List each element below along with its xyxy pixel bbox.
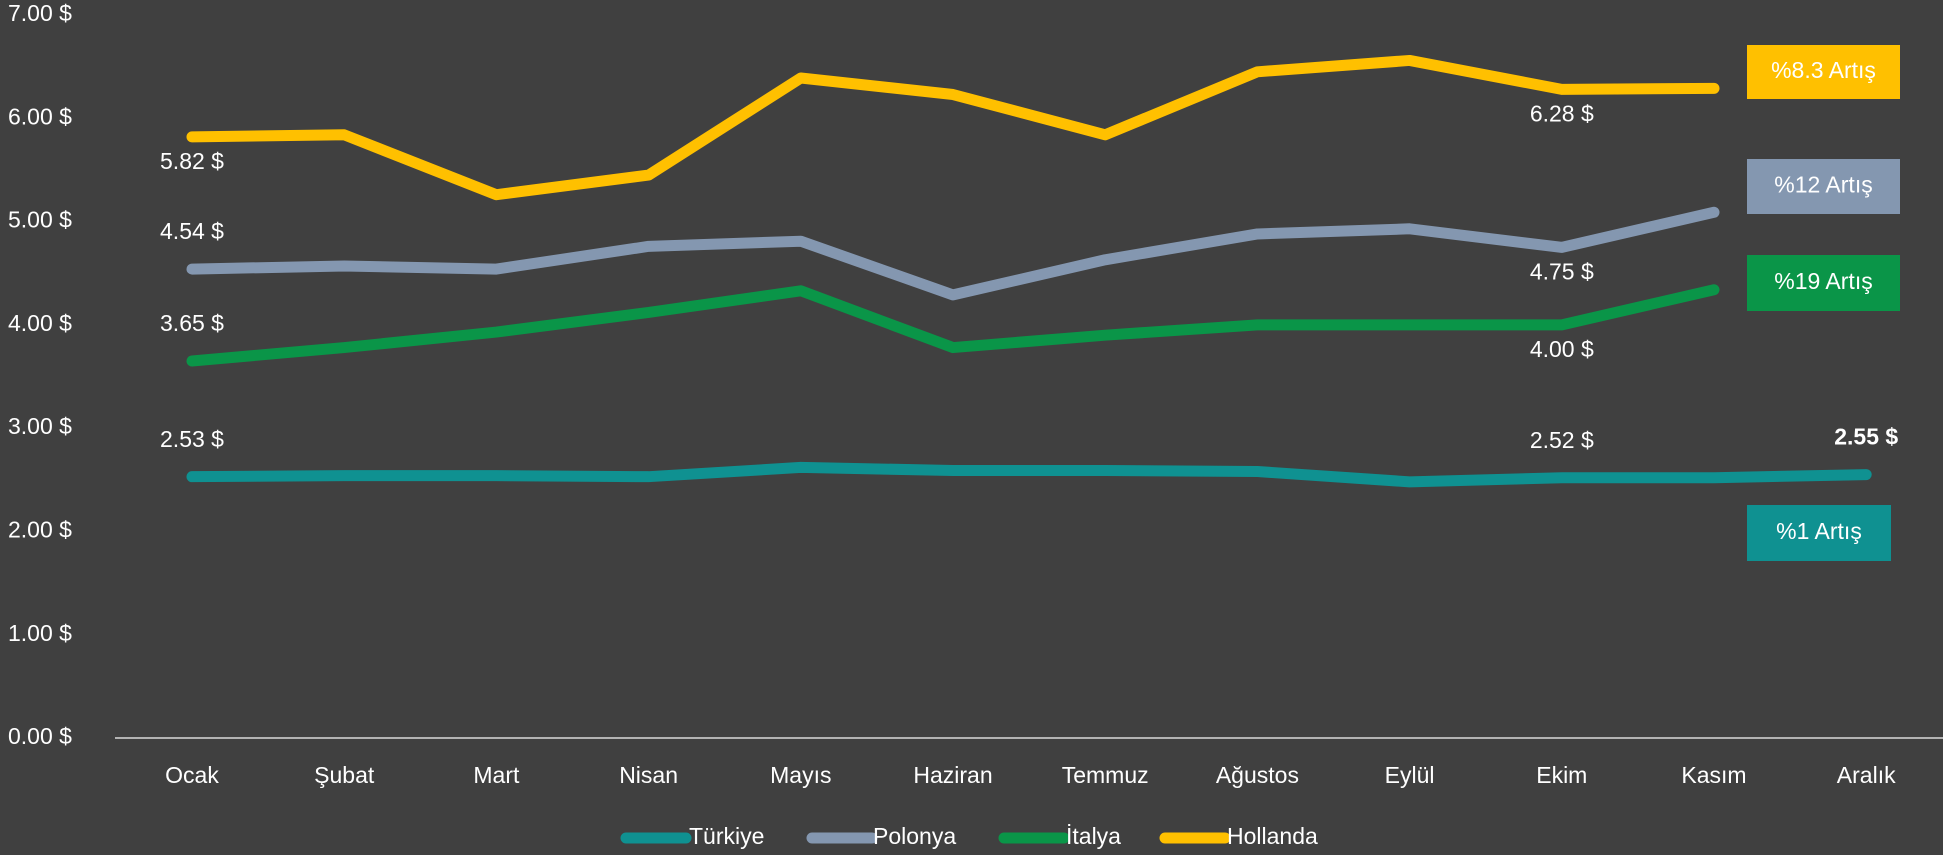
y-tick-label: 5.00 $ — [8, 207, 72, 233]
legend-label: Türkiye — [689, 823, 764, 849]
x-tick-label: Eylül — [1385, 762, 1435, 788]
series-line — [186, 206, 1720, 301]
annotation-box — [1747, 159, 1900, 214]
series-line — [186, 54, 1720, 201]
series-line — [186, 284, 1720, 367]
annotation-text: %1 Artış — [1776, 518, 1862, 544]
annotation-text: %19 Artış — [1774, 268, 1872, 294]
y-tick-label: 7.00 $ — [8, 0, 72, 26]
data-label: 2.53 $ — [160, 426, 224, 452]
x-tick-label: Kasım — [1681, 762, 1746, 788]
x-tick-label: Aralık — [1837, 762, 1896, 788]
annotation-box — [1747, 255, 1900, 311]
legend-label: Hollanda — [1227, 823, 1318, 849]
annotation-text: %12 Artış — [1774, 172, 1872, 198]
x-tick-label: Haziran — [913, 762, 992, 788]
data-label: 2.52 $ — [1530, 427, 1594, 453]
y-tick-label: 2.00 $ — [8, 517, 72, 543]
data-label: 6.28 $ — [1530, 100, 1594, 126]
data-label: 4.54 $ — [160, 218, 224, 244]
data-label: 2.55 $ — [1834, 424, 1898, 450]
x-tick-label: Ekim — [1536, 762, 1587, 788]
data-label: 4.75 $ — [1530, 258, 1594, 284]
data-label: 5.82 $ — [160, 148, 224, 174]
y-tick-label: 6.00 $ — [8, 103, 72, 129]
data-label: 4.00 $ — [1530, 336, 1594, 362]
x-tick-label: Mayıs — [770, 762, 831, 788]
x-tick-label: Ocak — [165, 762, 219, 788]
x-tick-label: Şubat — [314, 762, 375, 788]
x-tick-label: Ağustos — [1216, 762, 1299, 788]
annotation-box — [1747, 45, 1900, 99]
annotation-box — [1747, 505, 1891, 561]
x-tick-label: Temmuz — [1062, 762, 1149, 788]
y-tick-label: 4.00 $ — [8, 310, 72, 336]
legend-label: İtalya — [1066, 823, 1121, 849]
series-line — [186, 461, 1872, 488]
legend-label: Polonya — [873, 823, 956, 849]
x-tick-label: Nisan — [619, 762, 678, 788]
x-tick-label: Mart — [473, 762, 520, 788]
data-label: 3.65 $ — [160, 310, 224, 336]
y-tick-label: 1.00 $ — [8, 620, 72, 646]
y-tick-label: 3.00 $ — [8, 413, 72, 439]
y-tick-label: 0.00 $ — [8, 723, 72, 749]
annotation-text: %8.3 Artış — [1771, 57, 1876, 83]
